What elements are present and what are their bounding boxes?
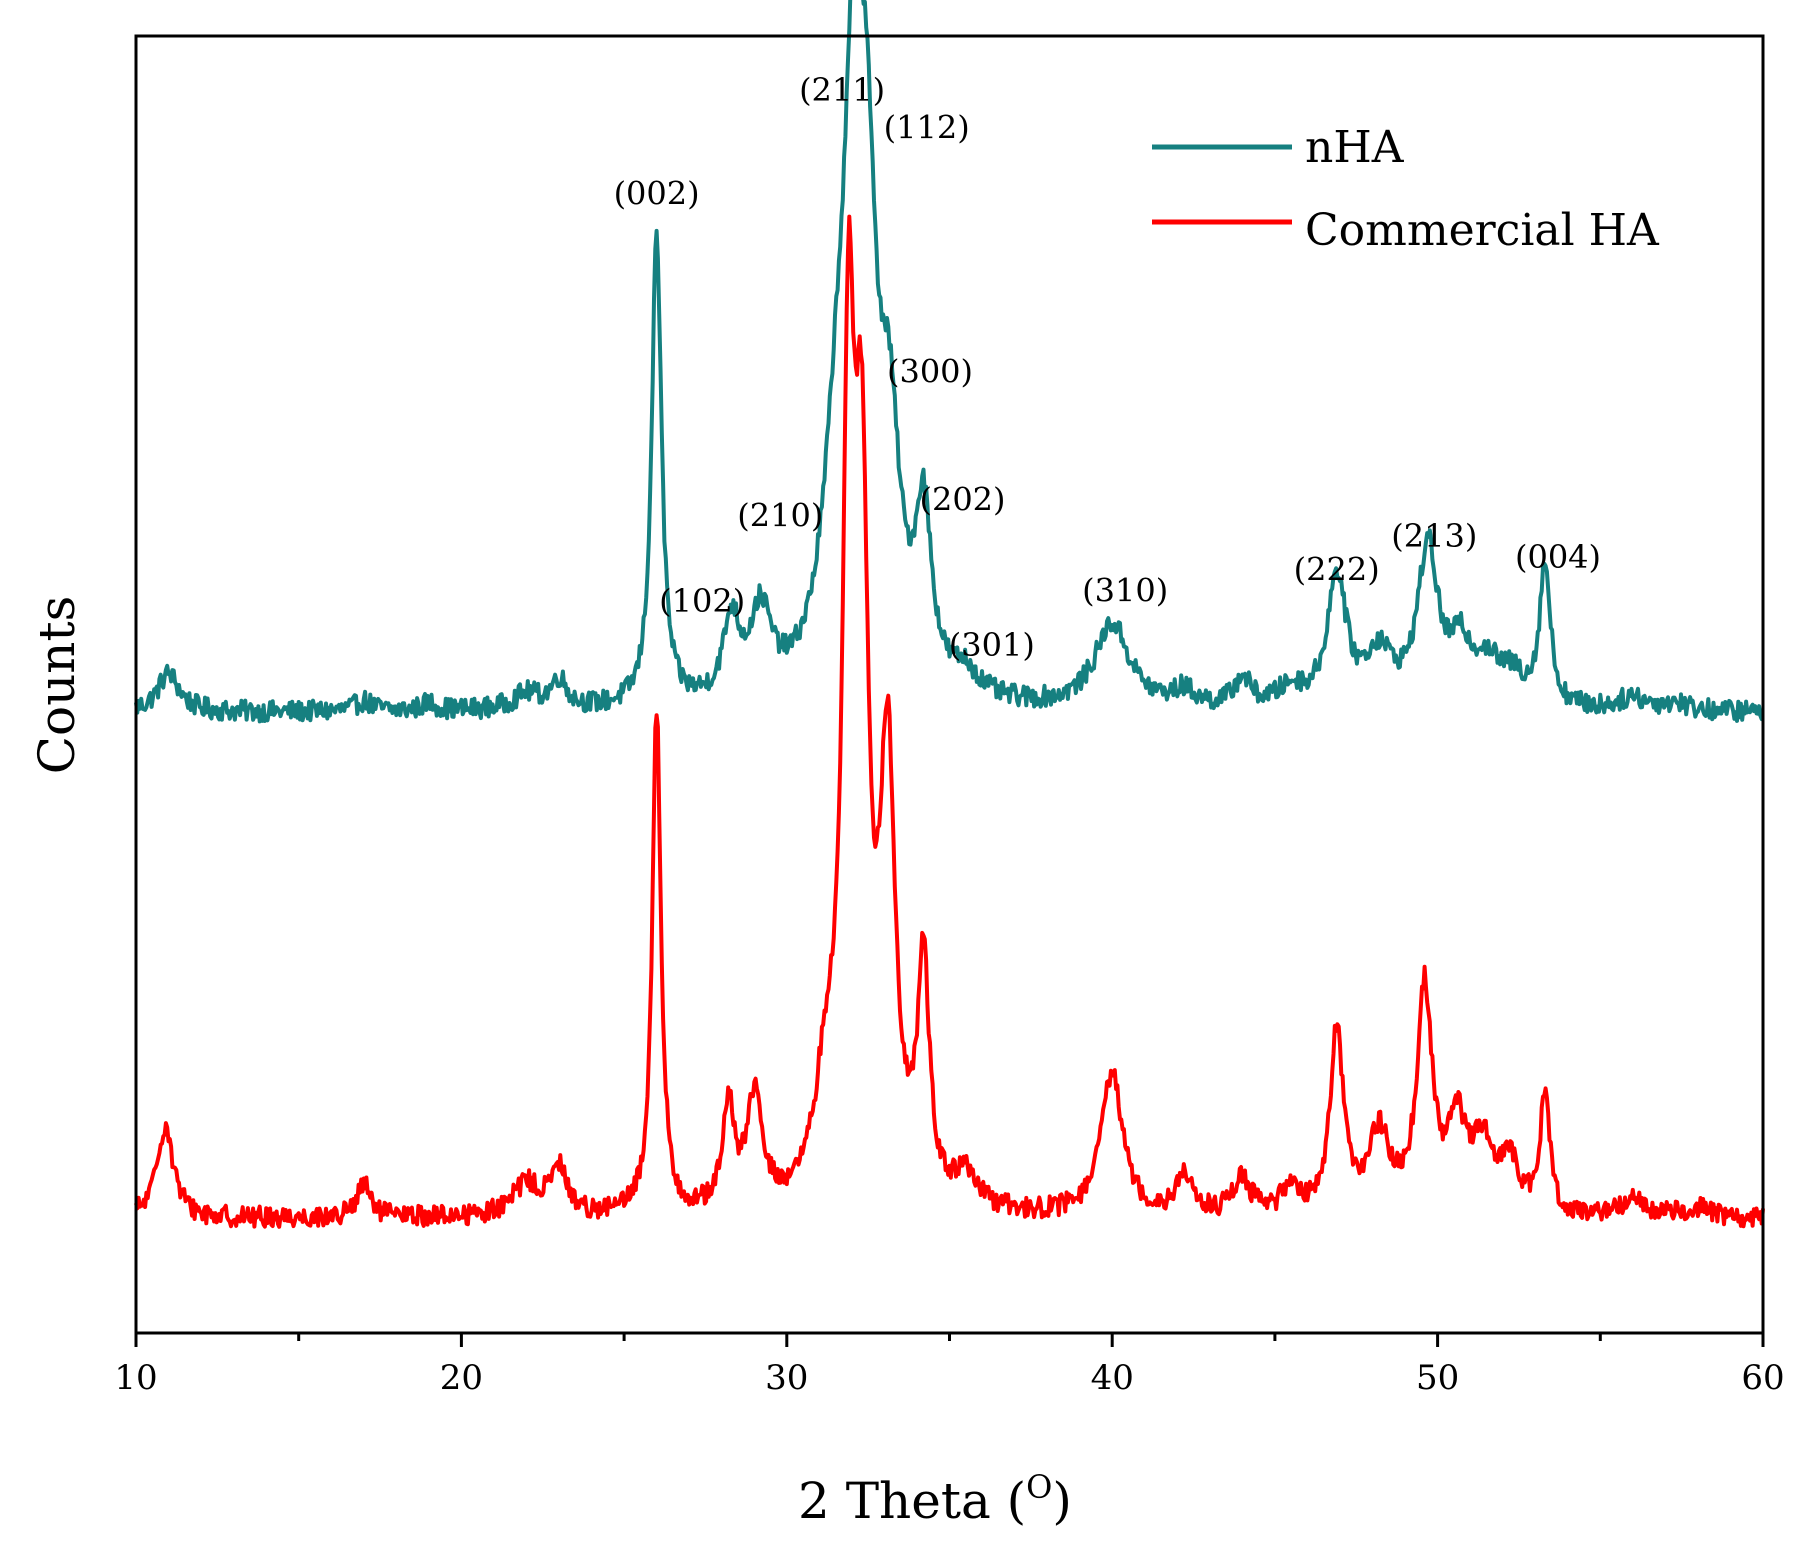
x-axis-title-main: 2 Theta ( (798, 1472, 1026, 1530)
x-tick-label: 40 (1091, 1358, 1134, 1398)
series-line-nha (134, 0, 1764, 724)
peak-label: (211) (799, 71, 885, 109)
series-line-commercial-ha (134, 214, 1765, 1229)
x-axis-title: 2 Theta (O) (798, 1468, 1072, 1530)
peak-label: (112) (884, 109, 970, 147)
legend: nHA Commercial HA (1152, 122, 1660, 256)
peak-label: (310) (1082, 572, 1168, 610)
x-tick-label: 50 (1416, 1358, 1459, 1398)
x-tick-label: 30 (765, 1358, 808, 1398)
x-tick-label: 10 (114, 1358, 157, 1398)
peak-label: (301) (949, 626, 1035, 664)
peak-label: (202) (919, 481, 1005, 519)
peak-label: (102) (659, 582, 745, 620)
peak-label: (210) (737, 496, 823, 534)
peak-label: (002) (614, 175, 700, 213)
x-axis-ticks: 10 20 30 40 50 60 (114, 1333, 1785, 1398)
peak-label: (213) (1391, 517, 1477, 555)
x-axis-title-sup: O (1026, 1468, 1052, 1506)
peak-label: (004) (1515, 538, 1601, 576)
series-layer (134, 0, 1765, 1229)
x-tick-label: 20 (440, 1358, 483, 1398)
x-tick-label: 60 (1741, 1358, 1784, 1398)
legend-label-nha: nHA (1305, 122, 1405, 173)
peak-label: (222) (1294, 551, 1380, 589)
legend-label-commercial-ha: Commercial HA (1305, 205, 1660, 256)
y-axis-title: Counts (28, 596, 86, 775)
peak-annotations: (002) (211)(112) (300) (202) (210) (102) (301)… (614, 71, 1601, 664)
peak-label: (300) (887, 352, 973, 390)
x-axis-title-close: ) (1052, 1472, 1072, 1530)
